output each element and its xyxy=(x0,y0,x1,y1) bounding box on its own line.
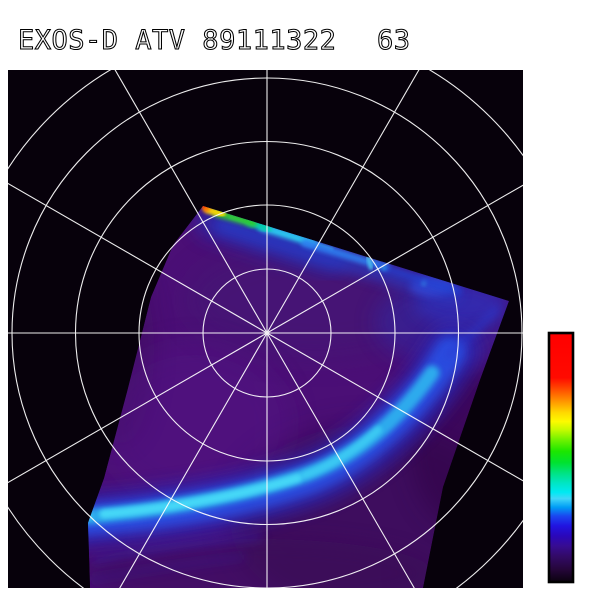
aurora-layer xyxy=(99,473,303,519)
colorbar xyxy=(547,331,575,584)
grid-spoke xyxy=(266,70,420,334)
grid-spoke xyxy=(266,332,415,588)
aurora-layer xyxy=(204,206,226,218)
grid-spoke xyxy=(8,332,268,484)
aurora-layer xyxy=(376,262,462,295)
grid-spoke xyxy=(8,182,268,334)
aurora-layer xyxy=(366,254,373,270)
grid-spoke xyxy=(266,332,523,482)
aurora-layer xyxy=(301,426,382,479)
aurora-layer xyxy=(202,206,210,212)
grid-spoke xyxy=(114,70,268,334)
page-title: EXOS-D ATV 89111322 xyxy=(18,25,336,56)
aurora-layer xyxy=(91,532,263,565)
grid-spoke xyxy=(119,332,268,588)
grid-spoke xyxy=(266,184,523,334)
aurora-layer xyxy=(100,345,290,505)
aurora-layer xyxy=(301,239,390,271)
aurora-layer xyxy=(213,217,461,301)
aurora-layer xyxy=(88,539,433,588)
frame-number: 63 xyxy=(377,25,411,56)
grid-center-dot xyxy=(264,330,270,336)
colorbar-scale xyxy=(547,331,575,584)
